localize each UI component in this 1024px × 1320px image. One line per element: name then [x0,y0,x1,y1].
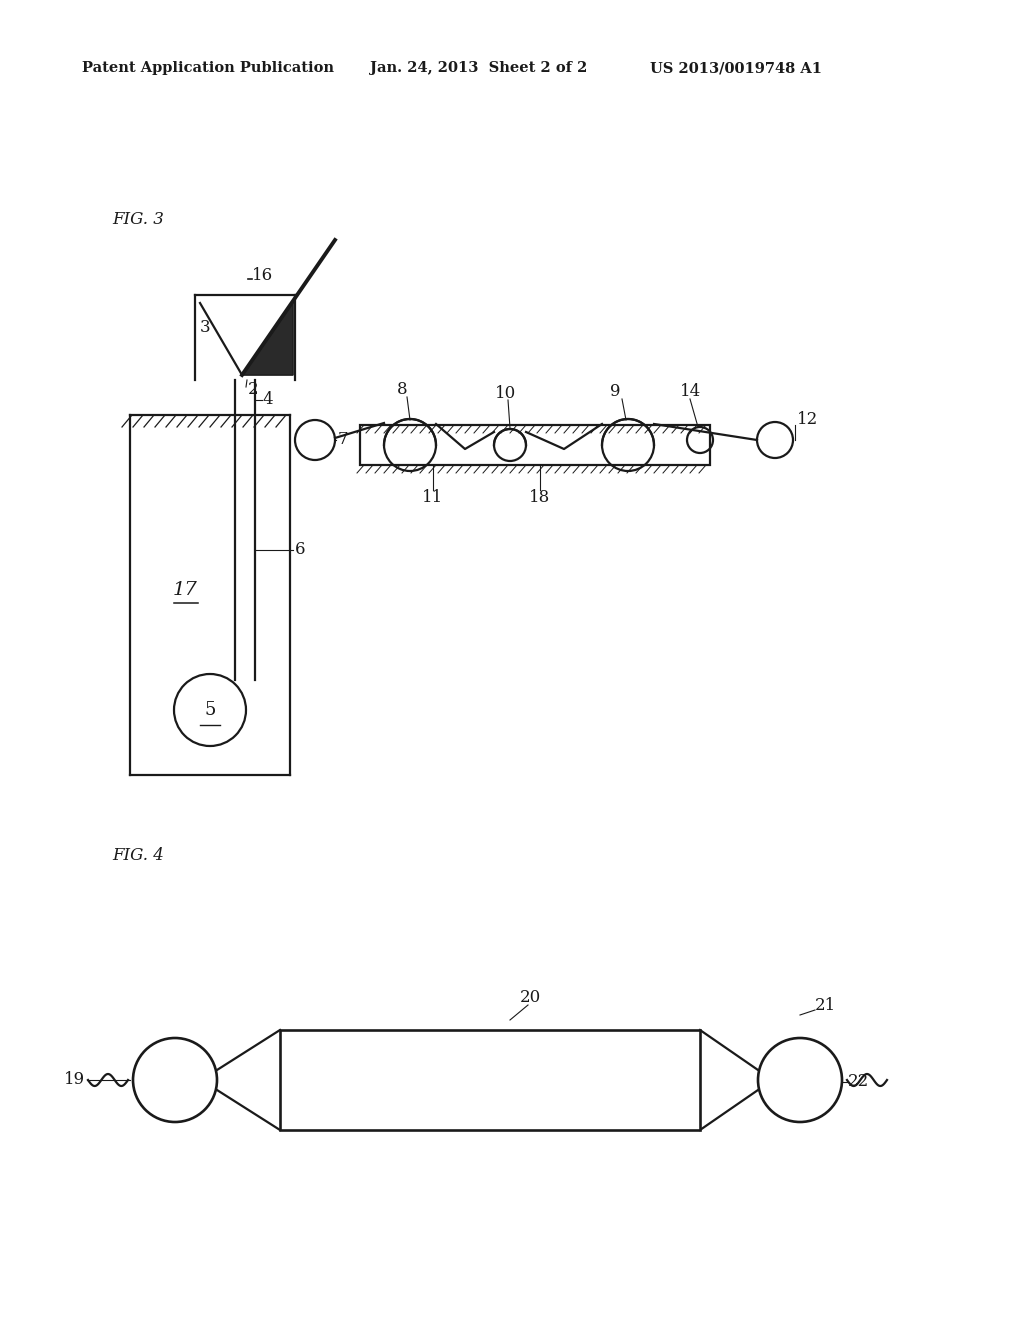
Text: 17: 17 [173,581,198,599]
Text: 2: 2 [248,381,259,399]
Text: FIG. 4: FIG. 4 [112,846,164,863]
Text: 6: 6 [295,541,305,558]
Text: Patent Application Publication: Patent Application Publication [82,61,334,75]
Bar [280,1030,700,1130]
Text: 21: 21 [815,997,837,1014]
Text: 4: 4 [262,392,272,408]
Text: 7: 7 [338,432,348,449]
Text: 14: 14 [680,384,701,400]
Text: 16: 16 [252,267,273,284]
Text: FIG. 3: FIG. 3 [112,211,164,228]
Text: 11: 11 [422,490,443,507]
Text: 20: 20 [519,990,541,1006]
Text: US 2013/0019748 A1: US 2013/0019748 A1 [650,61,822,75]
Bar [360,425,710,465]
Text: 22: 22 [848,1073,869,1090]
Text: 3: 3 [200,319,211,337]
Text: 8: 8 [396,381,408,399]
Text: 5: 5 [205,701,216,719]
Text: 10: 10 [495,384,516,401]
Polygon shape [242,304,293,375]
Text: Jan. 24, 2013  Sheet 2 of 2: Jan. 24, 2013 Sheet 2 of 2 [370,61,588,75]
Text: 12: 12 [797,412,818,429]
Text: 9: 9 [609,384,621,400]
Text: 18: 18 [529,490,551,507]
Text: 19: 19 [63,1072,85,1089]
